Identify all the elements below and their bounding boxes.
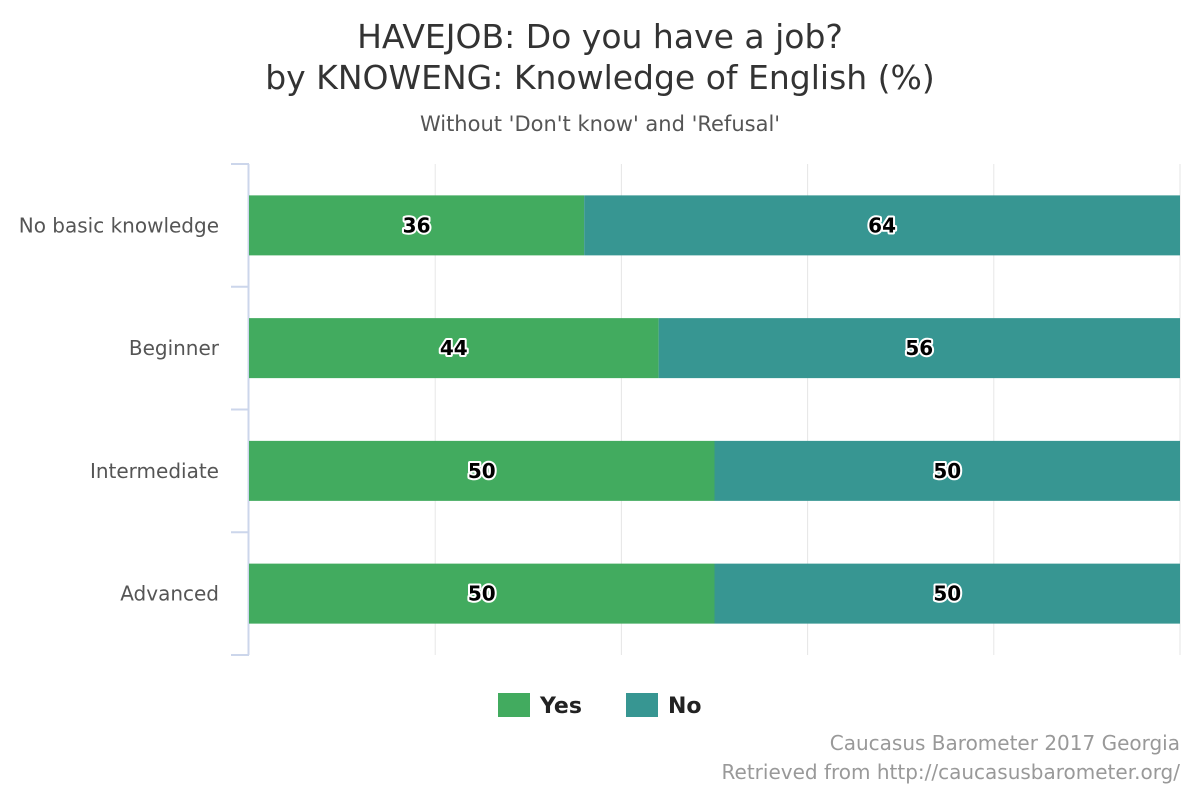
data-label: 64 [868, 213, 896, 237]
chart-title-line1: HAVEJOB: Do you have a job? [357, 17, 843, 56]
bar-yes[interactable] [249, 563, 715, 624]
data-label: 44 [440, 336, 468, 360]
category-label: Advanced [120, 582, 219, 606]
category-label: Beginner [129, 336, 220, 360]
category-axis: No basic knowledge Beginner Intermediate Ad… [19, 163, 250, 656]
bar-no[interactable] [714, 563, 1181, 624]
data-label: 50 [468, 582, 496, 606]
legend-label-yes[interactable]: Yes [539, 694, 582, 719]
category-label: Intermediate [90, 459, 219, 483]
data-label: 56 [905, 336, 933, 360]
legend[interactable]: Yes No [498, 693, 702, 719]
chart-title-line2: by KNOWENG: Knowledge of English (%) [265, 58, 935, 97]
credit-source: Caucasus Barometer 2017 Georgia [830, 731, 1180, 755]
credit-url[interactable]: Retrieved from http://caucasusbarometer.… [722, 760, 1181, 784]
data-label: 50 [933, 459, 961, 483]
data-label: 50 [933, 582, 961, 606]
bar-no[interactable] [584, 195, 1180, 256]
data-label: 50 [468, 459, 496, 483]
chart-subtitle: Without 'Don't know' and 'Refusal' [420, 112, 780, 136]
bar-yes[interactable] [249, 195, 585, 256]
legend-swatch-yes[interactable] [498, 693, 530, 717]
bars: 36 64 44 56 50 50 50 50 [249, 195, 1181, 624]
bar-yes[interactable] [249, 440, 715, 501]
bar-yes[interactable] [249, 318, 659, 379]
legend-label-no[interactable]: No [668, 694, 702, 719]
data-label: 36 [403, 213, 431, 237]
legend-swatch-no[interactable] [626, 693, 658, 717]
bar-no[interactable] [714, 440, 1181, 501]
bar-no[interactable] [658, 318, 1180, 379]
category-label: No basic knowledge [19, 213, 219, 237]
